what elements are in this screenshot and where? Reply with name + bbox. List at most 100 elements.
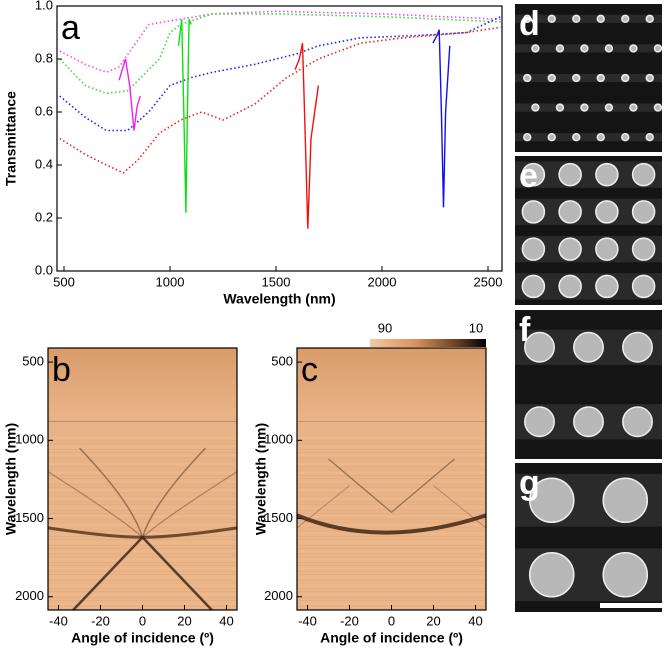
image-particle (521, 200, 546, 224)
image-particle (528, 551, 575, 598)
x-axis-label: Angle of incidence (º) (71, 630, 214, 646)
heatmap-feature (72, 536, 213, 611)
image-particle (547, 73, 556, 83)
x-tick-label: 500 (53, 274, 75, 289)
image-particle (602, 477, 649, 524)
image-particle (621, 133, 630, 142)
image-particle (602, 551, 649, 598)
x-tick-label: -20 (340, 613, 359, 628)
panel-label: a (61, 9, 80, 47)
image-particle (595, 162, 619, 187)
heatmap-feature (47, 526, 238, 539)
plot-frame (56, 5, 503, 272)
image-particle (524, 331, 555, 363)
y-tick-label: 1000 (15, 432, 44, 447)
image-particle (580, 44, 589, 53)
image-particle (629, 44, 638, 53)
image-band (515, 73, 662, 83)
y-tick-label: 0.0 (35, 262, 53, 277)
x-axis-label: Angle of incidence (º) (320, 630, 463, 646)
x-tick-label: -40 (49, 613, 68, 628)
series-line (177, 19, 192, 213)
image-particle (547, 14, 556, 23)
heatmap-feature (296, 513, 487, 535)
sem-image (515, 463, 662, 612)
series-line (59, 13, 501, 95)
image-band (515, 14, 662, 23)
image-particle (645, 73, 654, 83)
image-particle (547, 133, 556, 142)
image-particle (645, 133, 654, 142)
colorbar-label: 90 (378, 320, 392, 335)
image-particle (631, 200, 656, 224)
image-particle (572, 73, 581, 83)
x-tick-label: 40 (468, 613, 482, 628)
image-particle (622, 406, 653, 438)
image-particle (572, 133, 581, 142)
x-tick-label: 0 (388, 613, 395, 628)
image-particle (528, 477, 575, 524)
sem-image (515, 4, 663, 152)
image-particle (521, 274, 546, 299)
scale-bar (600, 603, 662, 608)
sem-image (515, 156, 662, 305)
image-particle (631, 237, 656, 261)
image-particle (631, 162, 656, 187)
image-particle (521, 162, 546, 187)
series-line (59, 26, 501, 174)
image-particle (595, 237, 619, 261)
image-particle (558, 162, 582, 187)
image-particle (531, 44, 540, 53)
image-label: f (519, 311, 531, 349)
x-tick-label: 20 (177, 613, 191, 628)
colorbar (370, 339, 486, 347)
y-tick-label: 0.6 (35, 103, 53, 118)
image-band (515, 133, 662, 142)
x-tick-label: 20 (426, 613, 440, 628)
image-particle (523, 14, 532, 23)
y-tick-label: 2000 (15, 588, 44, 603)
image-particle (531, 103, 540, 112)
y-axis-label: Wavelength (nm) (3, 423, 19, 535)
image-particle (558, 274, 582, 299)
sem-image (515, 310, 662, 459)
series-line (294, 42, 320, 229)
x-tick-label: 40 (219, 613, 233, 628)
x-tick-label: 2500 (474, 274, 503, 289)
y-tick-label: 500 (22, 354, 44, 369)
series-line (59, 10, 501, 74)
series-line (59, 15, 502, 132)
y-tick-label: 1.0 (35, 0, 53, 12)
image-particle (622, 331, 653, 363)
x-axis-label: Wavelength (nm) (223, 291, 335, 307)
y-tick-label: 1500 (264, 510, 293, 525)
heatmap (47, 348, 238, 611)
heatmap-feature (47, 471, 238, 539)
y-tick-label: 0.4 (35, 156, 53, 171)
image-particle (604, 103, 614, 112)
image-label: d (519, 5, 540, 43)
image-particle (631, 274, 656, 299)
colorbar-label: 10 (469, 320, 483, 335)
image-particle (653, 44, 663, 53)
panel-label: b (52, 351, 71, 389)
x-tick-label: 0 (139, 613, 146, 628)
image-particle (523, 133, 532, 142)
image-particle (572, 14, 581, 23)
image-particle (621, 73, 630, 83)
image-particle (596, 73, 605, 83)
y-tick-label: 0.2 (35, 209, 53, 224)
heatmap-feature (296, 485, 487, 529)
x-tick-label: 1500 (262, 274, 291, 289)
image-particle (596, 133, 605, 142)
image-particle (558, 237, 582, 261)
y-tick-label: 2000 (264, 588, 293, 603)
x-tick-label: 2000 (368, 274, 397, 289)
image-particle (558, 200, 582, 224)
y-tick-label: 1000 (264, 432, 293, 447)
image-particle (573, 331, 604, 363)
series-line (118, 58, 141, 131)
image-label: e (519, 157, 538, 195)
image-particle (596, 14, 605, 23)
